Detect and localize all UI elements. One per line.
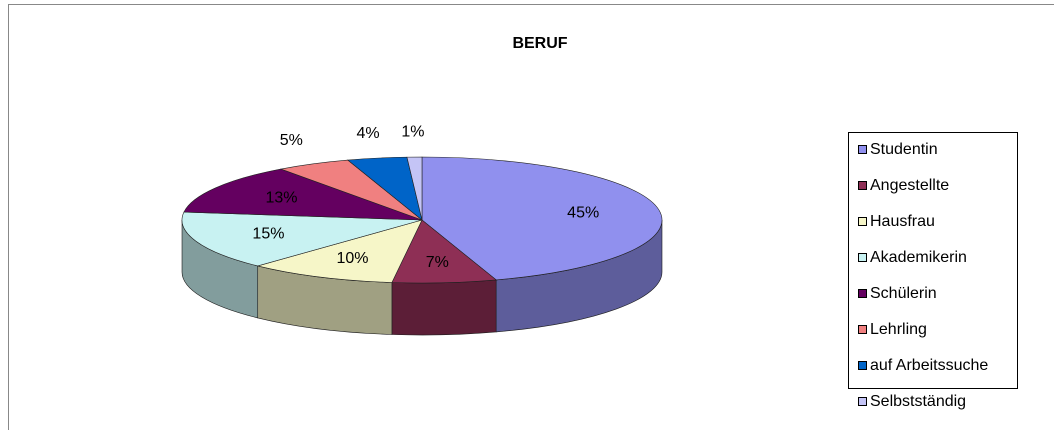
data-label: 45% (567, 205, 599, 222)
slice (183, 168, 423, 221)
legend-label: Akademikerin (870, 249, 967, 266)
legend-label: Schülerin (870, 285, 937, 302)
legend-label: Lehrling (870, 321, 927, 338)
legend-swatch (858, 325, 867, 334)
data-label: 4% (356, 125, 379, 142)
data-label: 15% (252, 226, 284, 243)
slice (256, 219, 423, 283)
legend-swatch (858, 289, 867, 298)
data-label: 10% (336, 250, 368, 267)
legend-label: Hausfrau (870, 213, 935, 230)
legend-swatch (858, 181, 867, 190)
side-shade (391, 279, 497, 335)
legend-label: auf Arbeitssuche (870, 357, 988, 374)
data-label: 1% (401, 124, 424, 141)
slice (391, 219, 497, 284)
side-shade (496, 220, 662, 332)
side-shade (257, 265, 392, 335)
legend-label: Selbstständig (870, 393, 966, 410)
legend-swatch (858, 217, 867, 226)
legend-label: Angestellte (870, 177, 949, 194)
legend-box (848, 132, 1018, 389)
legend-swatch (858, 253, 867, 262)
slice (406, 156, 423, 221)
slice (421, 156, 663, 281)
chart-title: BERUF (512, 35, 567, 52)
legend-swatch (858, 397, 867, 406)
slice (181, 211, 423, 267)
side-shade (182, 220, 258, 318)
legend-label: Studentin (870, 141, 938, 158)
data-label: 7% (426, 254, 449, 271)
data-label: 5% (280, 132, 303, 149)
data-label: 13% (266, 189, 298, 206)
legend-swatch (858, 145, 867, 154)
legend-swatch (858, 361, 867, 370)
